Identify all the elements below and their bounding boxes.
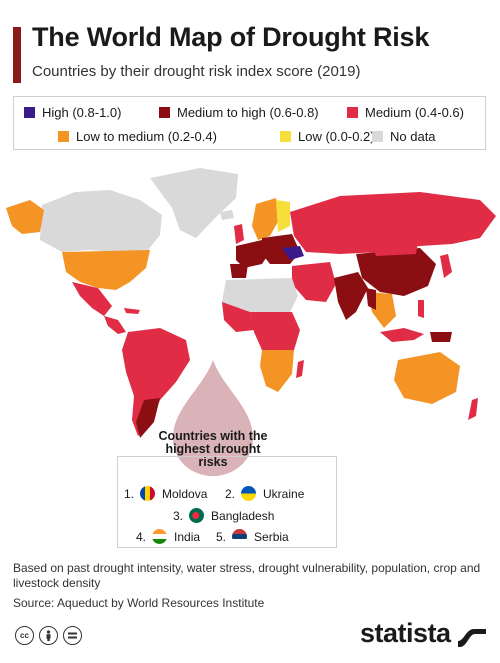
page-title: The World Map of Drought Risk	[32, 22, 430, 52]
rank-number: 2.	[225, 486, 236, 501]
rank-item-bangladesh: 3. Bangladesh	[173, 508, 274, 523]
map-legend: High (0.8-1.0) Medium to high (0.6-0.8) …	[13, 96, 486, 150]
australia-region	[394, 352, 460, 404]
callout-heading: Countries with the highest drought risks	[158, 429, 268, 469]
legend-label: Low to medium (0.2-0.4)	[76, 129, 217, 144]
legend-swatch	[280, 131, 291, 142]
rank-country: India	[174, 529, 201, 544]
legend-swatch	[372, 131, 383, 142]
central-africa-region	[250, 312, 300, 356]
legend-item-low: Low (0.0-0.2)	[280, 129, 375, 144]
statista-logo[interactable]: statista	[360, 618, 451, 648]
legend-label: Medium (0.4-0.6)	[365, 105, 464, 120]
legend-swatch	[24, 107, 35, 118]
china-region	[356, 248, 436, 296]
western-europe-region	[236, 240, 270, 268]
philippines-region	[418, 300, 424, 318]
legend-item-low-medium: Low to medium (0.2-0.4)	[58, 129, 217, 144]
person-icon[interactable]	[39, 626, 58, 645]
legend-item-no-data: No data	[372, 129, 436, 144]
scandinavia-region	[252, 198, 280, 240]
uk-region	[234, 224, 244, 244]
russia-region	[290, 192, 496, 254]
statista-logo-mark-icon	[458, 629, 486, 647]
top-countries-box: 1. Moldova 2. Ukraine 3. Bangladesh 4. I…	[117, 456, 337, 548]
ukraine-flag-icon	[241, 486, 257, 501]
rank-item-moldova: 1. Moldova	[124, 486, 207, 501]
middle-east-region	[292, 262, 336, 302]
canada-region	[40, 190, 162, 252]
methodology-note: Based on past drought intensity, water s…	[13, 561, 481, 590]
myanmar-region	[366, 288, 376, 310]
legend-item-medium: Medium (0.4-0.6)	[347, 105, 464, 120]
legend-label: Medium to high (0.6-0.8)	[177, 105, 319, 120]
alaska-region	[6, 200, 44, 234]
rank-country: Ukraine	[263, 486, 305, 501]
mongolia-region	[372, 242, 418, 256]
southern-africa-region	[260, 350, 294, 392]
legend-swatch	[58, 131, 69, 142]
rank-country: Bangladesh	[211, 508, 275, 523]
finland-region	[276, 200, 290, 232]
legend-item-medium-high: Medium to high (0.6-0.8)	[159, 105, 319, 120]
central-america-region	[104, 316, 126, 334]
rank-country: Serbia	[254, 529, 289, 544]
caribbean-region	[124, 308, 140, 314]
rank-item-india: 4. India	[136, 529, 200, 544]
rank-number: 3.	[173, 508, 184, 523]
india-flag-icon	[152, 529, 168, 544]
japan-region	[440, 254, 452, 278]
argentina-region	[136, 398, 160, 438]
rank-item-ukraine: 2. Ukraine	[225, 486, 304, 501]
rank-item-serbia: 5. Serbia	[216, 529, 289, 544]
legend-item-high: High (0.8-1.0)	[24, 105, 121, 120]
serbia-flag-icon	[232, 529, 248, 544]
india-region	[334, 272, 368, 320]
mexico-region	[72, 282, 112, 316]
iberia-region	[230, 264, 248, 278]
page-subtitle: Countries by their drought risk index sc…	[32, 63, 361, 80]
rank-country: Moldova	[162, 486, 208, 501]
legend-label: High (0.8-1.0)	[42, 105, 122, 120]
world-map	[6, 168, 496, 438]
usa-region	[62, 250, 150, 290]
new-zealand-region	[468, 398, 478, 420]
south-america-region	[122, 328, 190, 436]
equals-icon[interactable]	[63, 626, 82, 645]
ukraine-region	[282, 246, 304, 260]
north-africa-region	[222, 278, 298, 314]
papua-region	[430, 332, 452, 342]
license-icons: cc	[15, 626, 82, 645]
legend-swatch	[347, 107, 358, 118]
rank-number: 4.	[136, 529, 147, 544]
callout-drop-icon	[173, 360, 253, 476]
title-accent-bar	[13, 27, 21, 83]
legend-label: Low (0.0-0.2)	[298, 129, 375, 144]
iceland-region	[220, 210, 234, 220]
moldova-flag-icon	[140, 486, 156, 501]
source-note: Source: Aqueduct by World Resources Inst…	[13, 596, 265, 610]
legend-swatch	[159, 107, 170, 118]
bangladesh-flag-icon	[189, 508, 205, 523]
legend-label: No data	[390, 129, 436, 144]
greenland-region	[150, 168, 238, 238]
cc-icon[interactable]: cc	[15, 626, 34, 645]
west-africa-region	[222, 302, 254, 332]
indonesia-region	[380, 328, 424, 342]
rank-number: 5.	[216, 529, 227, 544]
madagascar-region	[296, 360, 304, 378]
rank-number: 1.	[124, 486, 135, 501]
